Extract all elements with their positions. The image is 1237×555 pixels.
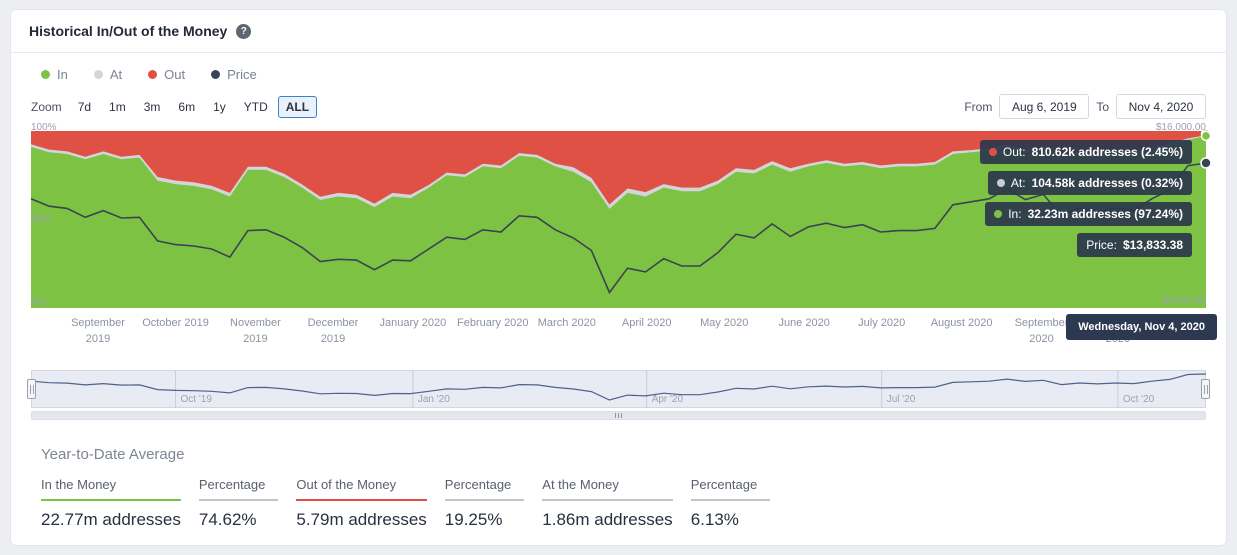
to-label: To	[1096, 99, 1109, 114]
zoom-button-6m[interactable]: 6m	[170, 96, 203, 118]
x-axis-label: January 2020	[379, 317, 447, 329]
scrollbar-thumb[interactable]	[32, 412, 1205, 419]
stat-in-the-money: In the Money 22.77m addresses	[41, 477, 181, 530]
stat-value: 74.62%	[198, 510, 257, 529]
from-date-input[interactable]	[999, 94, 1090, 119]
zoom-button-all[interactable]: ALL	[277, 95, 318, 118]
stat-in-percentage: Percentage 74.62%	[198, 477, 279, 530]
to-date-input[interactable]	[1116, 94, 1206, 119]
legend-item-at[interactable]: At	[93, 67, 123, 82]
card-header: Historical In/Out of the Money ?	[11, 10, 1226, 53]
stat-label: In the Money	[41, 477, 181, 501]
chart-card: Historical In/Out of the Money ? In At O…	[10, 9, 1227, 546]
main-chart-area: 100% 50% 0% $16,000.00 $4,000.00 Out: 81…	[30, 122, 1217, 340]
zoom-button-ytd[interactable]: YTD	[236, 96, 276, 118]
in-point-marker	[1200, 130, 1212, 142]
page-title: Historical In/Out of the Money	[29, 23, 228, 39]
legend-label: At	[109, 67, 123, 82]
series-in-area	[31, 135, 1206, 308]
x-axis-label: November 2019	[230, 317, 281, 345]
stat-value: 6.13%	[690, 510, 739, 529]
stat-label: Percentage	[444, 477, 525, 501]
toolbar: Zoom 7d 1m 3m 6m 1y YTD ALL From To	[31, 94, 1206, 119]
out-series-dot-icon	[148, 70, 158, 79]
navigator-background	[31, 370, 1206, 408]
legend-item-in[interactable]: In	[41, 67, 68, 82]
x-axis-label: September 2019	[71, 317, 125, 345]
stat-out-percentage: Percentage 19.25%	[444, 477, 525, 530]
legend-label: Out	[164, 67, 186, 82]
navigator-right-handle[interactable]	[1201, 379, 1210, 399]
zoom-label: Zoom	[31, 99, 62, 114]
stat-label: Percentage	[198, 477, 279, 501]
navigator-line	[31, 373, 1206, 401]
at-series-dot-icon	[93, 70, 103, 79]
legend-item-price[interactable]: Price	[211, 67, 257, 82]
x-axis-label: December 2019	[307, 317, 359, 345]
zoom-button-3m[interactable]: 3m	[136, 96, 169, 118]
in-series-dot-icon	[41, 70, 50, 79]
x-axis-label: May 2020	[700, 317, 749, 329]
stat-label: At the Money	[542, 477, 673, 501]
stats-title: Year-to-Date Average	[41, 446, 185, 463]
x-axis-label: August 2020	[930, 317, 993, 329]
legend-label: In	[57, 67, 68, 82]
stat-value: 22.77m addresses	[41, 510, 181, 529]
help-icon[interactable]: ?	[236, 23, 252, 39]
x-axis-label: April 2020	[621, 317, 672, 329]
x-axis-label: February 2020	[456, 317, 529, 329]
stat-at-percentage: Percentage 6.13%	[690, 477, 771, 530]
stat-value: 5.79m addresses	[296, 510, 427, 529]
price-series-dot-icon	[211, 70, 221, 79]
price-point-marker	[1200, 157, 1212, 169]
date-range: From To	[964, 94, 1206, 119]
x-axis-label: October 2019	[142, 317, 209, 329]
stat-label: Out of the Money	[296, 477, 427, 501]
legend: In At Out Price	[41, 67, 1226, 82]
x-axis-label: June 2020	[778, 317, 830, 329]
navigator-chart[interactable]	[31, 370, 1206, 408]
x-axis-label: March 2020	[537, 317, 596, 329]
stat-label: Percentage	[690, 477, 771, 501]
stats-section: Year-to-Date Average In the Money 22.77m…	[41, 446, 1206, 530]
zoom-button-7d[interactable]: 7d	[70, 96, 99, 118]
navigator-left-handle[interactable]	[27, 379, 36, 399]
x-axis: September 2019 October 2019 November 2019 Dec…	[31, 314, 1206, 348]
zoom-button-1y[interactable]: 1y	[205, 96, 234, 118]
navigator[interactable]: Oct '19 Jan '20 Apr '20 Jul '20 Oct '20	[27, 370, 1210, 408]
x-axis-label: July 2020	[858, 317, 906, 329]
legend-label: Price	[227, 67, 257, 82]
stat-at-the-money: At the Money 1.86m addresses	[542, 477, 673, 530]
scrollbar-track[interactable]	[31, 411, 1206, 420]
stat-value: 1.86m addresses	[542, 510, 673, 529]
x-axis-label: September 2020	[1014, 317, 1069, 345]
legend-item-out[interactable]: Out	[148, 67, 185, 82]
from-label: From	[964, 99, 993, 114]
main-chart[interactable]	[30, 128, 1212, 308]
zoom-button-1m[interactable]: 1m	[101, 96, 134, 118]
stat-value: 19.25%	[444, 510, 503, 529]
stat-out-of-the-money: Out of the Money 5.79m addresses	[296, 477, 427, 530]
tooltip-date-badge: Wednesday, Nov 4, 2020	[1066, 314, 1217, 340]
stats-row: In the Money 22.77m addresses Percentage…	[41, 477, 1206, 530]
